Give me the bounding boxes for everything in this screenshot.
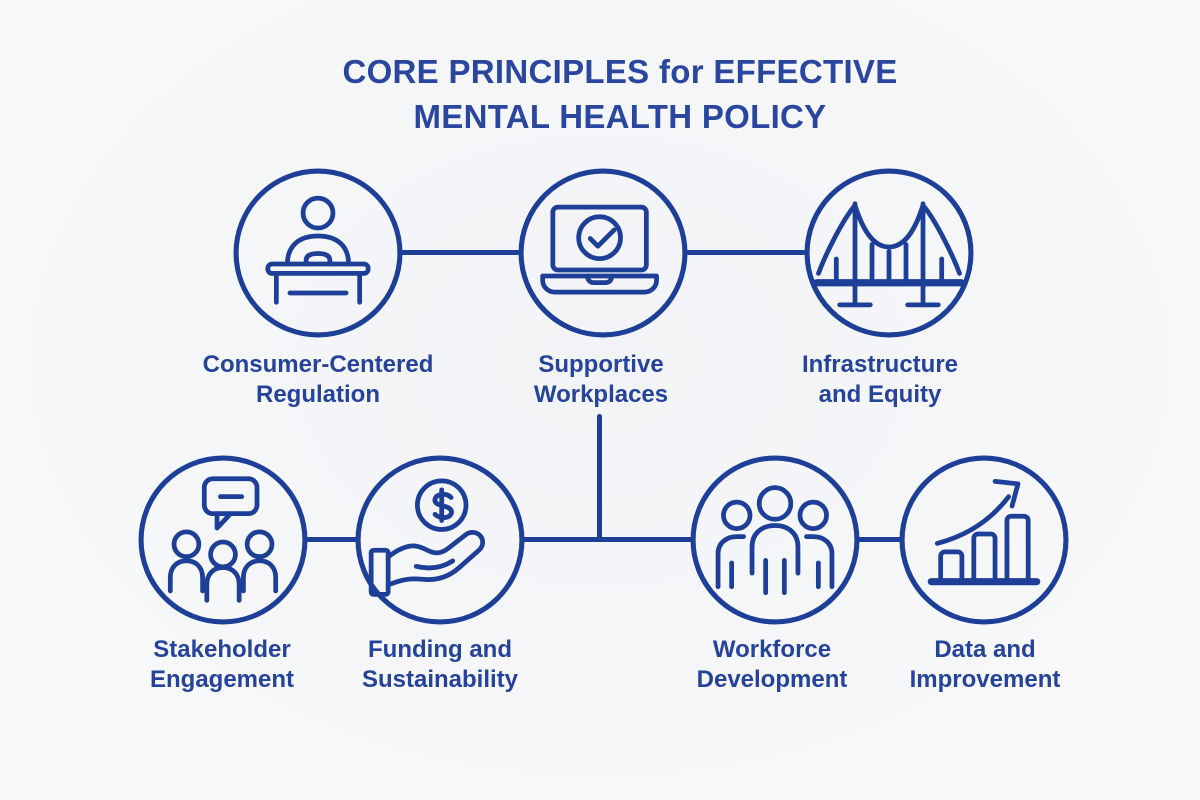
connector-top-right (686, 250, 806, 255)
node-supportive-workplaces (518, 168, 688, 338)
node-infrastructure-and-equity (804, 168, 974, 338)
connector-bottom-left (305, 537, 358, 542)
label-stakeholder-engagement: Stakeholder Engagement (149, 636, 295, 694)
label-data-and-improvement: Data and Improvement (909, 636, 1061, 694)
bar-chart-arrow-icon (899, 455, 1069, 625)
node-stakeholder-engagement (138, 455, 308, 625)
connector-vertical (597, 414, 602, 540)
connector-top-left (400, 250, 520, 255)
page-title-line2: MENTAL HEALTH POLICY (413, 97, 827, 135)
people-speech-bubble-icon (138, 455, 308, 625)
people-group-icon (690, 455, 860, 625)
connector-bottom-right (857, 537, 902, 542)
node-funding-and-sustainability (355, 455, 525, 625)
hand-coin-icon (355, 455, 525, 625)
label-infrastructure-and-equity: Infrastructure and Equity (801, 351, 959, 409)
node-data-and-improvement (899, 455, 1069, 625)
label-funding-and-sustainability: Funding and Sustainability (361, 636, 519, 694)
label-consumer-centered-regulation: Consumer-Centered Regulation (202, 351, 434, 409)
page-title: CORE PRINCIPLES for EFFECTIVE MENTAL HEA… (20, 50, 1200, 139)
label-workforce-development: Workforce Development (696, 636, 848, 694)
connector-bottom-middle (522, 537, 693, 542)
node-consumer-centered-regulation (233, 168, 403, 338)
laptop-checkmark-icon (518, 168, 688, 338)
label-supportive-workplaces: Supportive Workplaces (533, 351, 669, 409)
person-at-desk-icon (233, 168, 403, 338)
page-title-line1: CORE PRINCIPLES for EFFECTIVE (342, 53, 898, 90)
node-workforce-development (690, 455, 860, 625)
bridge-icon (804, 168, 974, 338)
